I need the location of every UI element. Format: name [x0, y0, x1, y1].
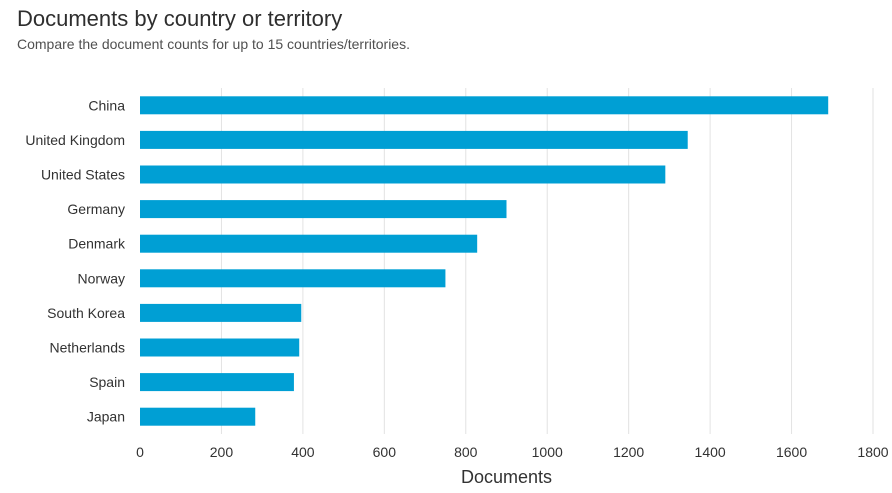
category-label: Spain [89, 374, 125, 390]
bar-germany[interactable] [140, 200, 507, 219]
x-tick-label: 1600 [776, 444, 807, 460]
x-axis-title: Documents [461, 467, 552, 487]
bars [140, 96, 829, 426]
bar-japan[interactable] [140, 407, 256, 426]
category-label: Germany [67, 201, 125, 217]
x-tick-label: 200 [210, 444, 234, 460]
bar-china[interactable] [140, 96, 829, 115]
category-label: Norway [78, 270, 125, 286]
category-label: China [88, 97, 125, 113]
chart-title: Documents by country or territory [17, 6, 343, 31]
category-label: Denmark [68, 236, 126, 252]
x-tick-label: 1000 [532, 444, 563, 460]
bar-spain[interactable] [140, 373, 294, 392]
x-tick-label: 1400 [695, 444, 726, 460]
category-labels: China United Kingdom United States Germany D… [25, 97, 126, 424]
x-tick-label: 600 [373, 444, 397, 460]
bar-united-states[interactable] [140, 165, 666, 184]
category-label: Netherlands [50, 340, 126, 356]
chart-subtitle: Compare the document counts for up to 15… [17, 36, 410, 52]
category-label: Japan [87, 409, 125, 425]
x-tick-label: 1800 [857, 444, 888, 460]
x-tick-label: 400 [291, 444, 315, 460]
x-tick-labels: 0 200 400 600 800 1000 1200 1400 1600 1800 [136, 444, 889, 460]
x-tick-label: 1200 [613, 444, 644, 460]
category-label: United States [41, 167, 125, 183]
bar-south-korea[interactable] [140, 303, 302, 322]
x-tick-label: 0 [136, 444, 144, 460]
bar-united-kingdom[interactable] [140, 130, 688, 149]
category-label: United Kingdom [25, 132, 125, 148]
category-label: South Korea [47, 305, 125, 321]
bar-norway[interactable] [140, 269, 446, 288]
bar-netherlands[interactable] [140, 338, 300, 357]
bar-denmark[interactable] [140, 234, 478, 253]
x-tick-label: 800 [454, 444, 478, 460]
